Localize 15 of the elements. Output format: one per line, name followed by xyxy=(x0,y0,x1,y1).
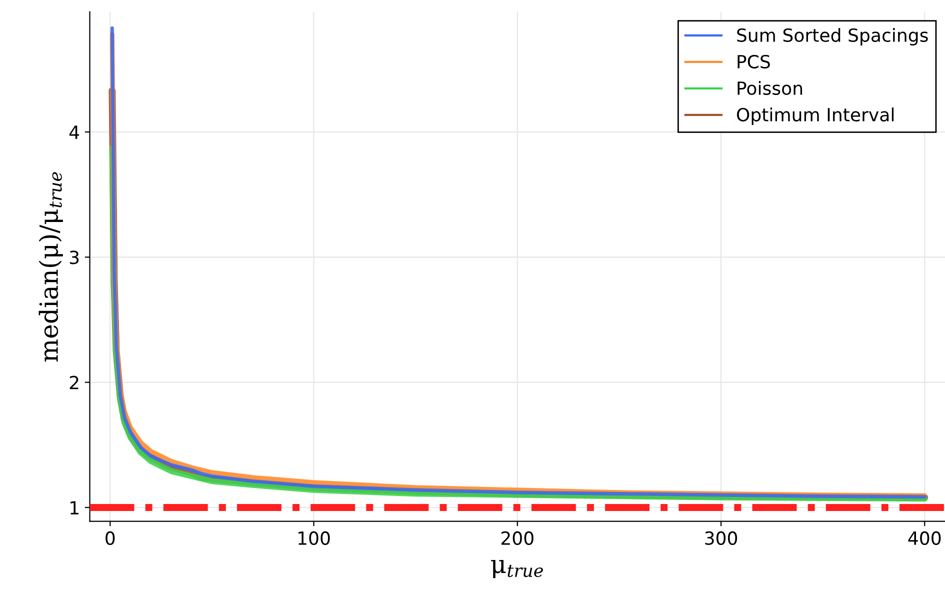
y-axis-title: median(μ)/μ$_{true}$ xyxy=(38,172,63,362)
y-tick-label: 3 xyxy=(70,250,79,264)
y-tick-label: 4 xyxy=(69,126,80,139)
x-tick-label: 100 xyxy=(298,531,330,545)
x-axis-title: μ$_{true}$ xyxy=(491,560,543,578)
x-tick-label: 300 xyxy=(705,531,738,545)
x-tick-label: 200 xyxy=(501,531,534,545)
legend-label: Optimum Interval xyxy=(736,108,894,126)
legend-label: Poisson xyxy=(738,81,802,96)
legend-label: Sum Sorted Spacings xyxy=(737,28,928,46)
legend-label: PCS xyxy=(738,54,770,69)
y-tick-label: 2 xyxy=(70,376,78,390)
x-tick-label: 400 xyxy=(908,531,941,545)
y-tick-label: 1 xyxy=(70,501,78,514)
x-tick-label: 0 xyxy=(106,531,115,545)
